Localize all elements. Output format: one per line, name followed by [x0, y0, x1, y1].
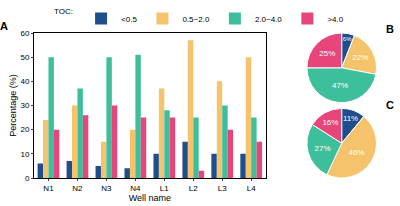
svg-text:TOC:: TOC: — [54, 7, 73, 16]
svg-text:2.0~4.0: 2.0~4.0 — [255, 15, 282, 24]
svg-text:20: 20 — [20, 125, 29, 134]
svg-text:11%: 11% — [343, 114, 358, 123]
svg-text:16%: 16% — [322, 118, 338, 127]
svg-text:60: 60 — [20, 29, 29, 38]
svg-text:N1: N1 — [43, 184, 54, 193]
svg-text:A: A — [0, 20, 8, 32]
svg-text:C: C — [386, 99, 394, 111]
svg-text:10: 10 — [20, 150, 29, 159]
svg-text:L4: L4 — [247, 184, 256, 193]
svg-text:N4: N4 — [130, 184, 141, 193]
svg-text:50: 50 — [20, 53, 29, 62]
svg-text:30: 30 — [20, 101, 29, 110]
svg-text:46%: 46% — [348, 148, 364, 157]
svg-text:L3: L3 — [218, 184, 227, 193]
svg-text:<0.5: <0.5 — [121, 15, 137, 24]
svg-text:27%: 27% — [315, 144, 331, 153]
svg-text:6%: 6% — [343, 36, 352, 42]
svg-text:L2: L2 — [189, 184, 198, 193]
svg-text:47%: 47% — [332, 81, 348, 90]
svg-text:L1: L1 — [160, 184, 169, 193]
svg-text:N2: N2 — [72, 184, 83, 193]
svg-text:Percentage (%): Percentage (%) — [8, 74, 18, 137]
svg-text:40: 40 — [20, 77, 29, 86]
svg-text:B: B — [386, 23, 394, 35]
svg-text:N3: N3 — [101, 184, 112, 193]
svg-text:0.5~2.0: 0.5~2.0 — [182, 15, 209, 24]
svg-text:25%: 25% — [319, 49, 335, 58]
svg-text:Well name: Well name — [129, 193, 171, 203]
svg-text:0: 0 — [25, 174, 30, 183]
svg-text:22%: 22% — [352, 53, 368, 62]
svg-text:>4.0: >4.0 — [327, 15, 343, 24]
